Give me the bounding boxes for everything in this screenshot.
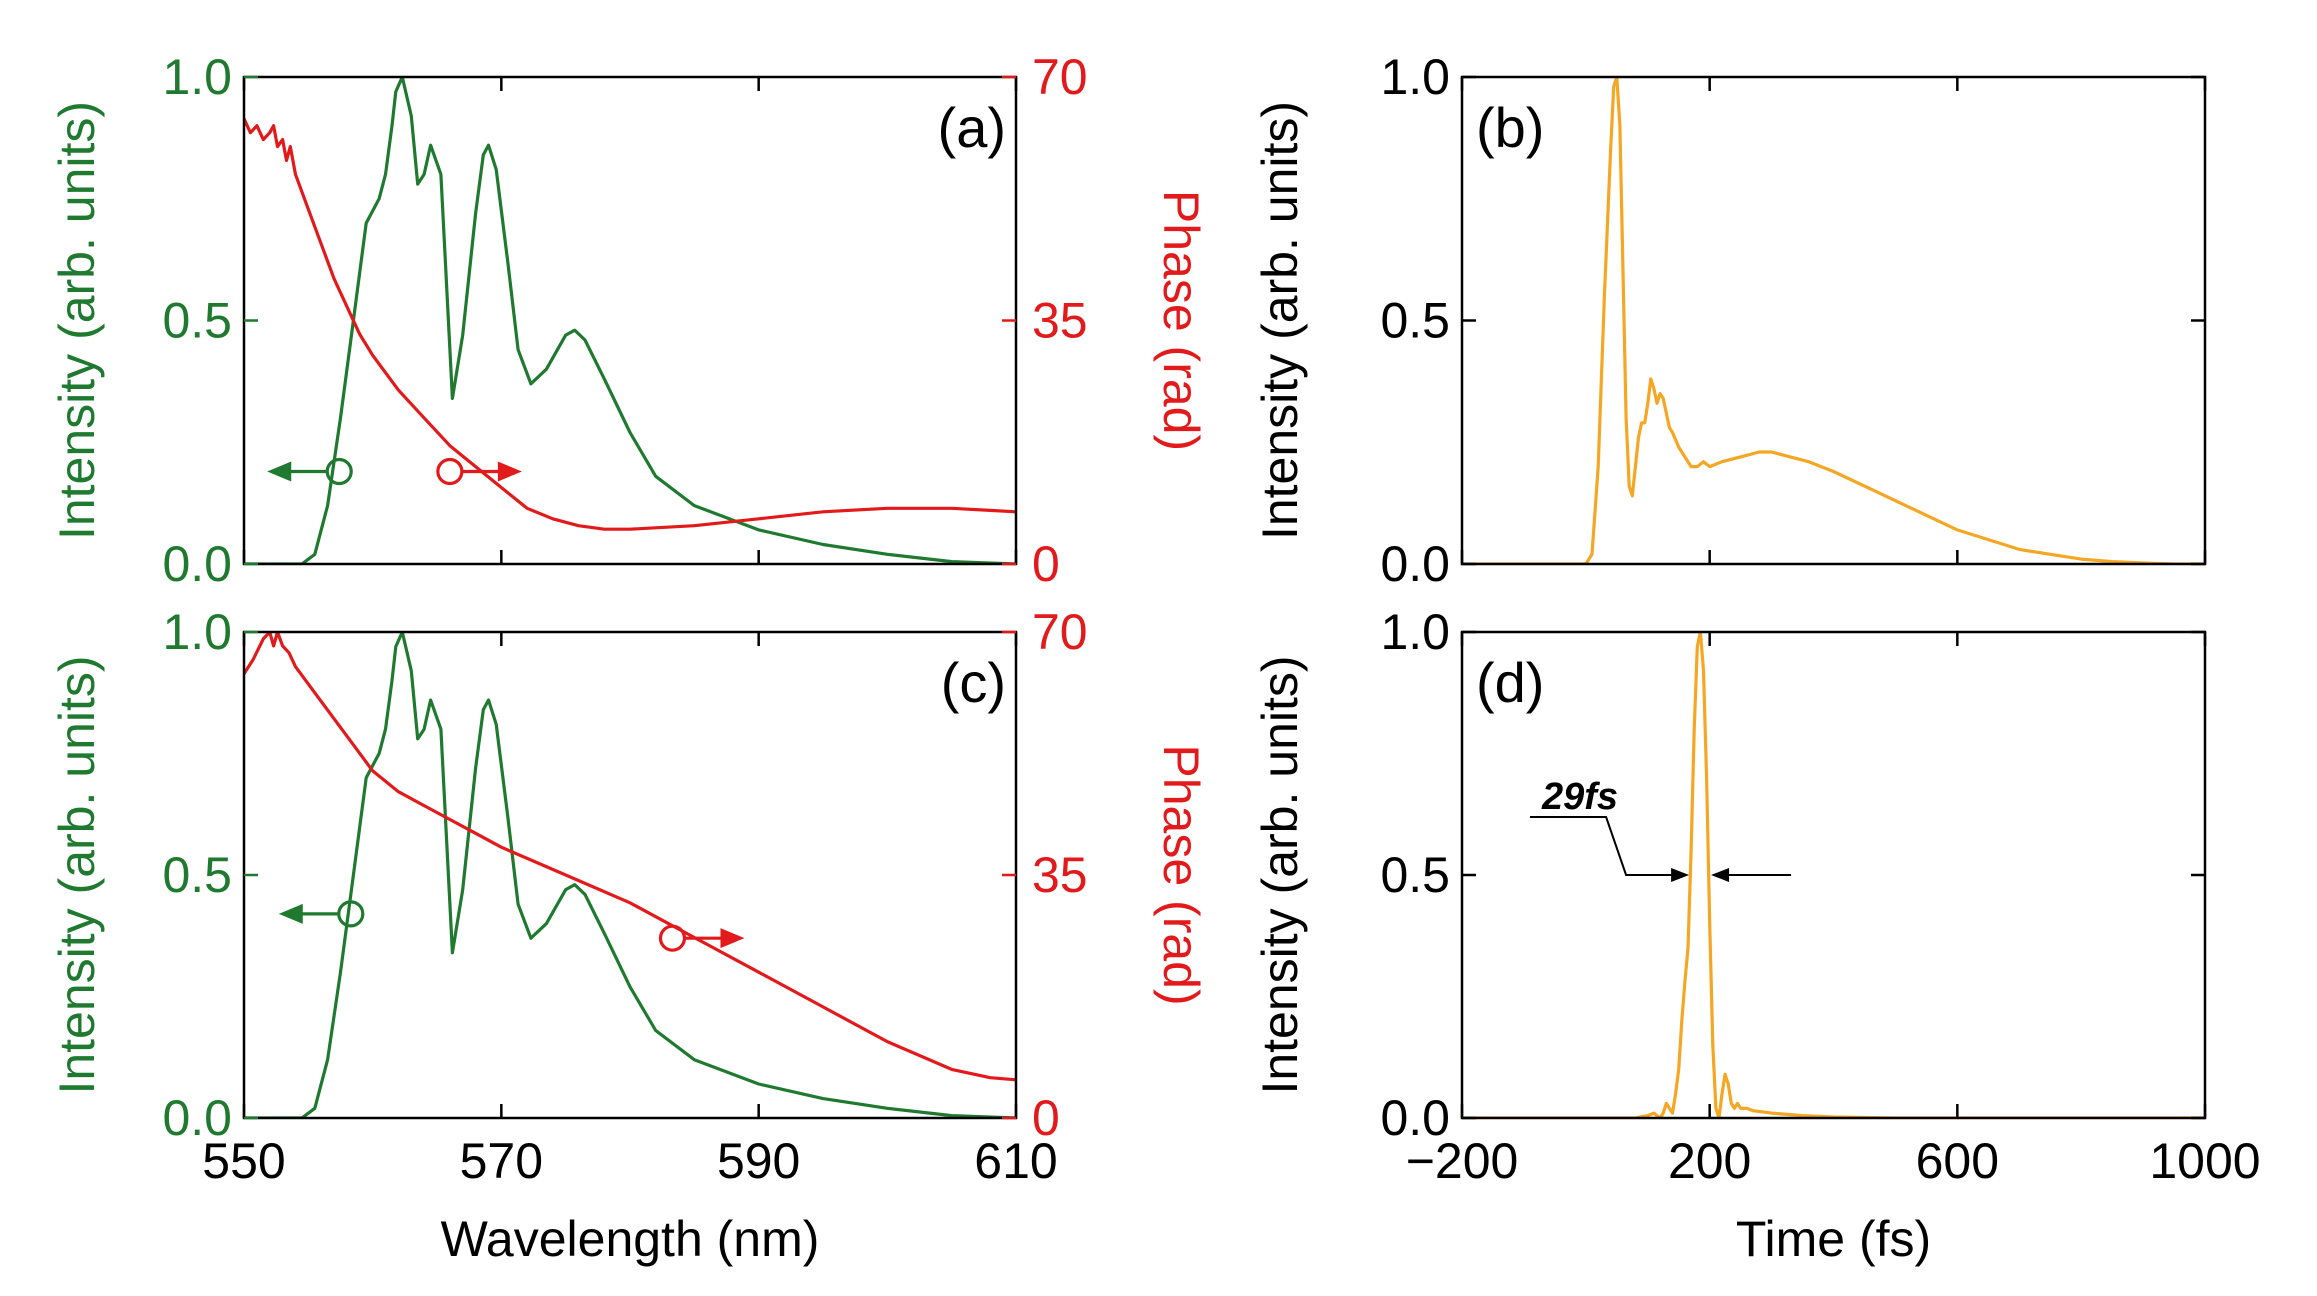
panel-tag: (a) [938, 96, 1006, 159]
x-tick-label: 590 [717, 1133, 800, 1189]
y-tick-label: 0.0 [162, 536, 232, 592]
y-tick-label: 1.0 [162, 49, 232, 105]
series-intensity-line [244, 77, 1016, 564]
axis-indicator-right-arrow [436, 457, 522, 486]
panel-tag: (c) [941, 651, 1006, 714]
y-axis-title: Intensity (arb. units) [49, 101, 105, 540]
series-temporal-intensity-line [1462, 77, 2205, 564]
fwhm-left-arrowhead [1671, 868, 1690, 882]
x-axis-title: Time (fs) [1736, 1211, 1931, 1267]
y-tick-label: 1.0 [1380, 49, 1450, 105]
x-tick-label: 1000 [2149, 1133, 2260, 1189]
y-tick-label: 0.0 [1380, 1090, 1450, 1146]
series-phase-line [244, 632, 1016, 1082]
series-temporal-intensity-line [1462, 632, 2205, 1118]
x-tick-label: 600 [1916, 1133, 1999, 1189]
fwhm-label: 29fs [1541, 776, 1618, 818]
y-axis-title: Intensity (arb. units) [1252, 101, 1308, 540]
plot-frame [242, 630, 1018, 1120]
fwhm-right-arrowhead [1711, 868, 1730, 882]
axis-indicator-left-arrow [267, 457, 353, 486]
panel-a: 0.0 0.5 1.0 0 35 70 Phase (rad) Intensity (arb.… [49, 49, 1209, 592]
y2-tick-label: 35 [1032, 847, 1088, 903]
axis-indicator-right-arrow [658, 924, 745, 952]
series-intensity-line [244, 632, 1016, 1118]
series-phase-line [244, 117, 1016, 531]
y-tick-label: 0.0 [162, 1090, 232, 1146]
y-tick-label: 0.5 [162, 847, 232, 903]
y2-tick-label: 70 [1032, 604, 1088, 660]
axis-indicator-left-arrow [278, 900, 365, 928]
x-axis-title: Wavelength (nm) [441, 1211, 820, 1267]
y-tick-label: 0.0 [1380, 536, 1450, 592]
y-tick-label: 0.5 [162, 293, 232, 349]
y2-tick-label: 0 [1032, 1090, 1060, 1146]
y-tick-label: 0.5 [1380, 293, 1450, 349]
fwhm-leader-line [1530, 816, 1674, 876]
x-tick-label: 550 [202, 1133, 285, 1189]
y2-tick-label: 70 [1032, 49, 1088, 105]
fwhm-annotation: 29fs [1530, 776, 1792, 882]
y2-tick-label: 0 [1032, 536, 1060, 592]
plot-frame [242, 75, 1018, 566]
y2-tick-label: 35 [1032, 293, 1088, 349]
panel-tag: (b) [1476, 96, 1544, 159]
y2-axis-title: Phase (rad) [1153, 744, 1209, 1005]
panel-c: 550 570 590 610 0.0 0.5 1.0 0 35 70 Phase (rad) Int… [49, 604, 1209, 1267]
x-tick-label: 200 [1668, 1133, 1751, 1189]
y-axis-title: Intensity (arb. units) [1252, 655, 1308, 1094]
plot-frame [1460, 75, 2207, 566]
panel-d: −200 200 600 1000 0.0 0.5 1.0 Intensity (arb. u… [1252, 604, 2261, 1267]
panel-tag: (d) [1476, 651, 1544, 714]
y-axis-title: Intensity (arb. units) [49, 655, 105, 1094]
x-tick-label: 570 [460, 1133, 543, 1189]
y2-axis-title: Phase (rad) [1153, 190, 1209, 451]
x-tick-label: −200 [1406, 1133, 1519, 1189]
plot-frame [1460, 630, 2207, 1120]
y-tick-label: 1.0 [162, 604, 232, 660]
x-tick-label: 610 [974, 1133, 1057, 1189]
panel-b: 0.0 0.5 1.0 Intensity (arb. units) (b) [1252, 49, 2207, 592]
y-tick-label: 1.0 [1380, 604, 1450, 660]
y-tick-label: 0.5 [1380, 847, 1450, 903]
